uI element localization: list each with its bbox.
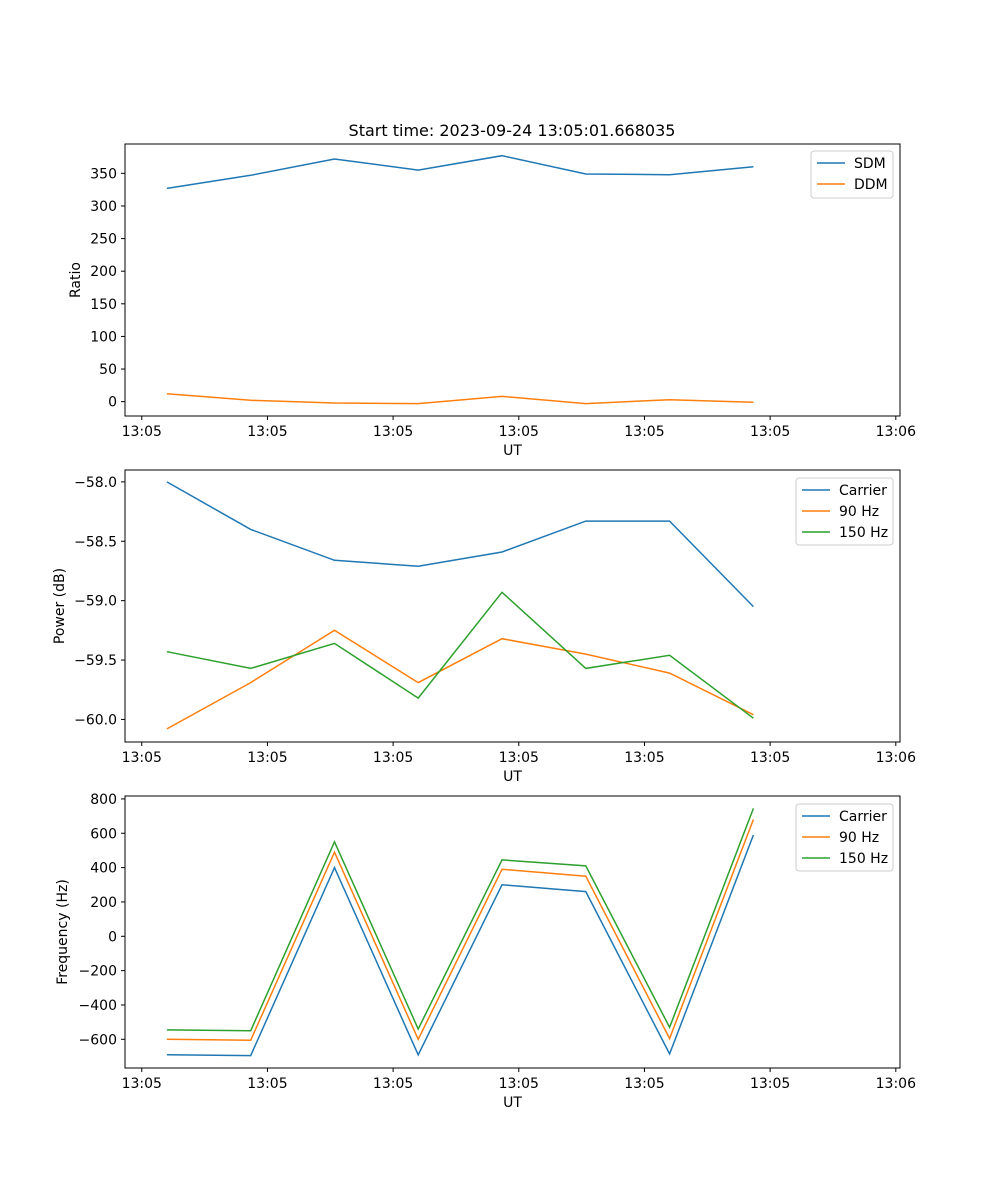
y-tick-label: 800 bbox=[90, 792, 117, 808]
y-tick-label: −59.0 bbox=[74, 594, 117, 610]
y-tick-label: 400 bbox=[90, 861, 117, 877]
series-line-150-hz bbox=[166, 591, 754, 719]
x-axis-label: UT bbox=[503, 1095, 522, 1111]
y-tick-label: 300 bbox=[90, 199, 117, 215]
x-tick-label: 13:06 bbox=[876, 1076, 916, 1092]
chart-panel-2: 13:05 13:05 13:05 13:05 13:05 13:05 13:06 −60.0… bbox=[52, 469, 916, 785]
y-axis-label: Power (dB) bbox=[52, 568, 68, 644]
y-tick-label: −58.0 bbox=[74, 475, 117, 491]
y-tick-label: 200 bbox=[90, 895, 117, 911]
series-line-90-hz bbox=[166, 819, 755, 1042]
x-tick-label: 13:06 bbox=[876, 750, 916, 766]
legend-label: 150 Hz bbox=[839, 851, 888, 867]
legend-label: 90 Hz bbox=[839, 830, 879, 846]
chart-title: Start time: 2023-09-24 13:05:01.668035 bbox=[349, 121, 676, 140]
x-tick-label: 13:05 bbox=[750, 424, 790, 440]
x-axis-label: UT bbox=[503, 769, 522, 785]
x-tick-label: 13:05 bbox=[122, 1076, 162, 1092]
series-line-carrier bbox=[166, 834, 755, 1057]
y-tick-label: 0 bbox=[108, 929, 117, 945]
legend-label: Carrier bbox=[839, 809, 887, 825]
x-tick-label: 13:05 bbox=[373, 424, 413, 440]
x-tick-label: 13:05 bbox=[499, 424, 539, 440]
legend-label: SDM bbox=[854, 156, 886, 172]
legend-label: DDM bbox=[854, 177, 888, 193]
y-tick-label: 50 bbox=[99, 362, 117, 378]
x-tick-label: 13:05 bbox=[373, 750, 413, 766]
y-tick-label: 150 bbox=[90, 297, 117, 313]
x-tick-label: 13:05 bbox=[624, 424, 664, 440]
y-axis-label: Frequency (Hz) bbox=[55, 879, 71, 985]
x-tick-label: 13:05 bbox=[624, 750, 664, 766]
y-axis-label: Ratio bbox=[68, 262, 84, 298]
y-tick-label: −200 bbox=[79, 964, 117, 980]
y-tick-label: 250 bbox=[90, 232, 117, 248]
y-tick-label: 100 bbox=[90, 329, 117, 345]
series-line-carrier bbox=[166, 481, 754, 608]
x-tick-label: 13:05 bbox=[373, 1076, 413, 1092]
y-tick-label: 600 bbox=[90, 826, 117, 842]
series-line-150-hz bbox=[166, 808, 755, 1032]
series-line-ddm bbox=[166, 393, 754, 405]
y-tick-label: −600 bbox=[79, 1032, 117, 1048]
legend: SDM DDM bbox=[810, 150, 894, 199]
x-tick-label: 13:05 bbox=[122, 424, 162, 440]
series-line-90-hz bbox=[166, 629, 754, 730]
x-tick-label: 13:05 bbox=[122, 750, 162, 766]
legend: Carrier 90 Hz 150 Hz bbox=[795, 477, 894, 546]
y-tick-label: −59.5 bbox=[74, 653, 117, 669]
x-axis-label: UT bbox=[503, 443, 522, 459]
x-tick-label: 13:05 bbox=[624, 1076, 664, 1092]
plot-frame bbox=[124, 469, 901, 743]
legend-label: Carrier bbox=[839, 483, 887, 499]
x-tick-label: 13:05 bbox=[499, 750, 539, 766]
y-tick-label: −60.0 bbox=[74, 712, 117, 728]
x-tick-label: 13:05 bbox=[750, 750, 790, 766]
plot-frame bbox=[124, 795, 901, 1069]
legend-label: 90 Hz bbox=[839, 504, 879, 520]
legend-label: 150 Hz bbox=[839, 525, 888, 541]
x-tick-label: 13:06 bbox=[876, 424, 916, 440]
legend: Carrier 90 Hz 150 Hz bbox=[795, 803, 894, 872]
y-tick-label: −58.5 bbox=[74, 534, 117, 550]
series-line-sdm bbox=[166, 154, 754, 190]
plot-frame bbox=[124, 143, 901, 417]
legend-box bbox=[795, 477, 894, 546]
legend-box bbox=[795, 803, 894, 872]
x-tick-label: 13:05 bbox=[750, 1076, 790, 1092]
x-tick-label: 13:05 bbox=[499, 1076, 539, 1092]
y-tick-label: −400 bbox=[79, 998, 117, 1014]
chart-panel-1: 13:05 13:05 13:05 13:05 13:05 13:05 13:06 0 50 10… bbox=[68, 143, 916, 459]
x-tick-label: 13:05 bbox=[247, 1076, 287, 1092]
y-tick-label: 0 bbox=[108, 395, 117, 411]
y-tick-label: 350 bbox=[90, 166, 117, 182]
y-tick-label: 200 bbox=[90, 264, 117, 280]
x-tick-label: 13:05 bbox=[247, 750, 287, 766]
chart-panel-3: 13:05 13:05 13:05 13:05 13:05 13:05 13:06 −600 −… bbox=[55, 792, 916, 1111]
x-tick-label: 13:05 bbox=[247, 424, 287, 440]
